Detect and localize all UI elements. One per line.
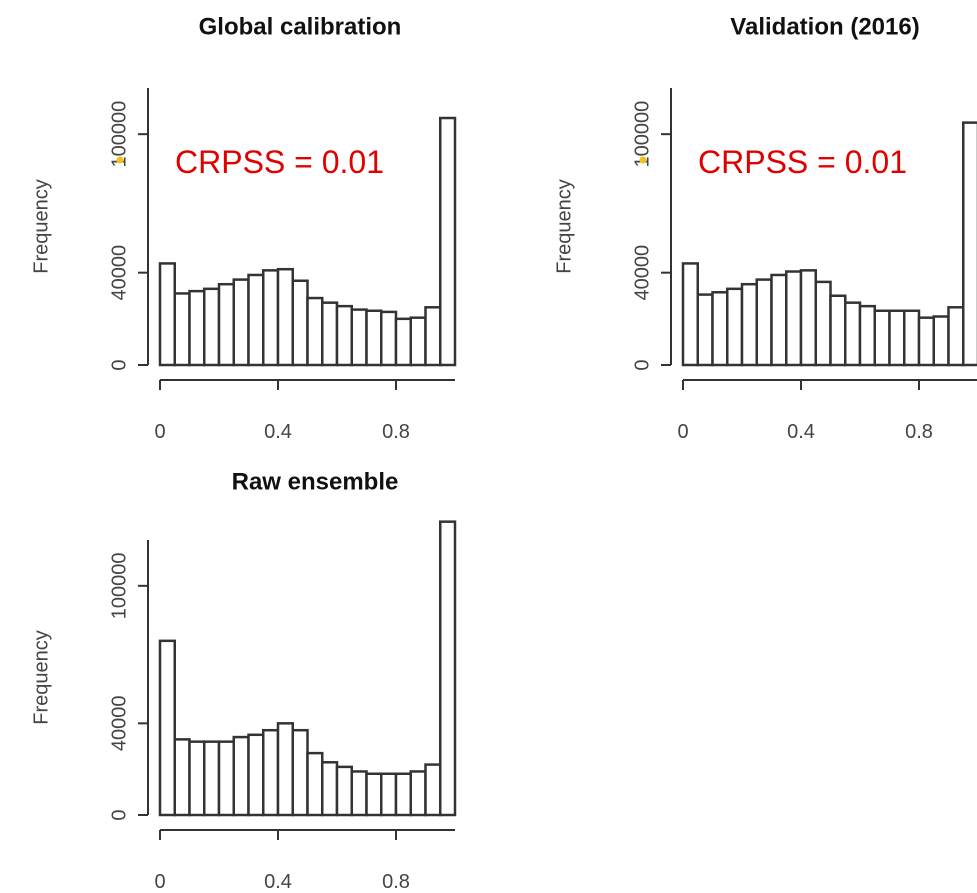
y-tick-label: 0: [108, 359, 130, 370]
x-tick-label: 0.8: [905, 421, 933, 443]
bar: [232, 278, 250, 367]
bar: [439, 116, 457, 367]
bar: [439, 520, 457, 817]
y-axis-label: Frequency: [553, 179, 575, 274]
y-tick-label: 0: [631, 359, 653, 370]
bar: [306, 296, 324, 367]
bar: [755, 278, 773, 367]
bar: [350, 308, 368, 367]
y-tick-label: 100000: [631, 101, 653, 168]
bar: [711, 291, 729, 367]
y-tick-label: 0: [108, 809, 130, 820]
bar: [814, 280, 832, 367]
annotation: CRPSS = 0.01: [175, 144, 384, 180]
y-tick-label: 40000: [108, 245, 130, 301]
bar: [365, 309, 383, 367]
x-tick-label: 0.4: [264, 871, 292, 893]
y-tick-label: 40000: [108, 696, 130, 752]
bar: [291, 279, 309, 367]
bar: [409, 770, 427, 817]
bar: [276, 722, 294, 817]
bar: [158, 262, 176, 367]
bar: [262, 728, 280, 817]
marker-dot: [116, 156, 124, 164]
bar: [740, 282, 758, 367]
chart-title: Validation (2016): [730, 13, 919, 40]
chart-title: Raw ensemble: [232, 468, 399, 495]
bar: [247, 733, 265, 817]
bar: [873, 309, 891, 367]
bar: [321, 301, 339, 367]
bar: [335, 304, 353, 367]
bar: [188, 289, 206, 367]
bar: [799, 269, 817, 367]
bar: [917, 316, 935, 367]
bar: [424, 763, 442, 817]
y-tick-label: 100000: [108, 552, 130, 619]
bar: [696, 293, 714, 367]
y-axis-label: Frequency: [30, 630, 52, 725]
bar: [409, 316, 427, 367]
bar: [306, 751, 324, 817]
bar: [217, 740, 235, 817]
x-tick-label: 0.8: [382, 871, 410, 893]
bar: [681, 262, 699, 367]
bar: [888, 309, 906, 367]
bar: [350, 770, 368, 817]
bar: [932, 315, 950, 367]
y-tick-label: 100000: [108, 101, 130, 168]
x-tick-label: 0.8: [382, 421, 410, 443]
bar: [785, 270, 803, 367]
bar: [829, 294, 847, 367]
bar: [262, 269, 280, 367]
bar: [424, 306, 442, 367]
annotation: CRPSS = 0.01: [698, 144, 907, 180]
bar: [188, 740, 206, 817]
bar: [394, 772, 412, 817]
bar: [335, 765, 353, 817]
y-tick-label: 40000: [631, 245, 653, 301]
x-tick-label: 0: [154, 871, 165, 893]
bar: [380, 310, 398, 367]
x-tick-label: 0: [677, 421, 688, 443]
bar: [203, 740, 221, 817]
bar: [770, 273, 788, 367]
bar: [173, 738, 191, 817]
bar: [947, 306, 965, 367]
bar: [726, 287, 744, 367]
x-tick-label: 0: [154, 421, 165, 443]
bar: [217, 282, 235, 367]
bar: [173, 292, 191, 367]
bar: [203, 287, 221, 367]
chart-title: Global calibration: [199, 13, 402, 40]
bar: [247, 273, 265, 367]
bar: [844, 301, 862, 367]
bar: [903, 309, 921, 367]
bar: [158, 639, 176, 817]
bar: [291, 728, 309, 817]
bar: [365, 772, 383, 817]
x-tick-label: 0.4: [787, 421, 815, 443]
bar: [858, 304, 876, 367]
marker-dot: [639, 156, 647, 164]
bar: [962, 121, 977, 367]
y-axis-label: Frequency: [30, 179, 52, 274]
bar: [276, 267, 294, 367]
bar: [394, 317, 412, 367]
bar: [321, 761, 339, 817]
bar: [232, 735, 250, 817]
x-tick-label: 0.4: [264, 421, 292, 443]
bar: [380, 772, 398, 817]
